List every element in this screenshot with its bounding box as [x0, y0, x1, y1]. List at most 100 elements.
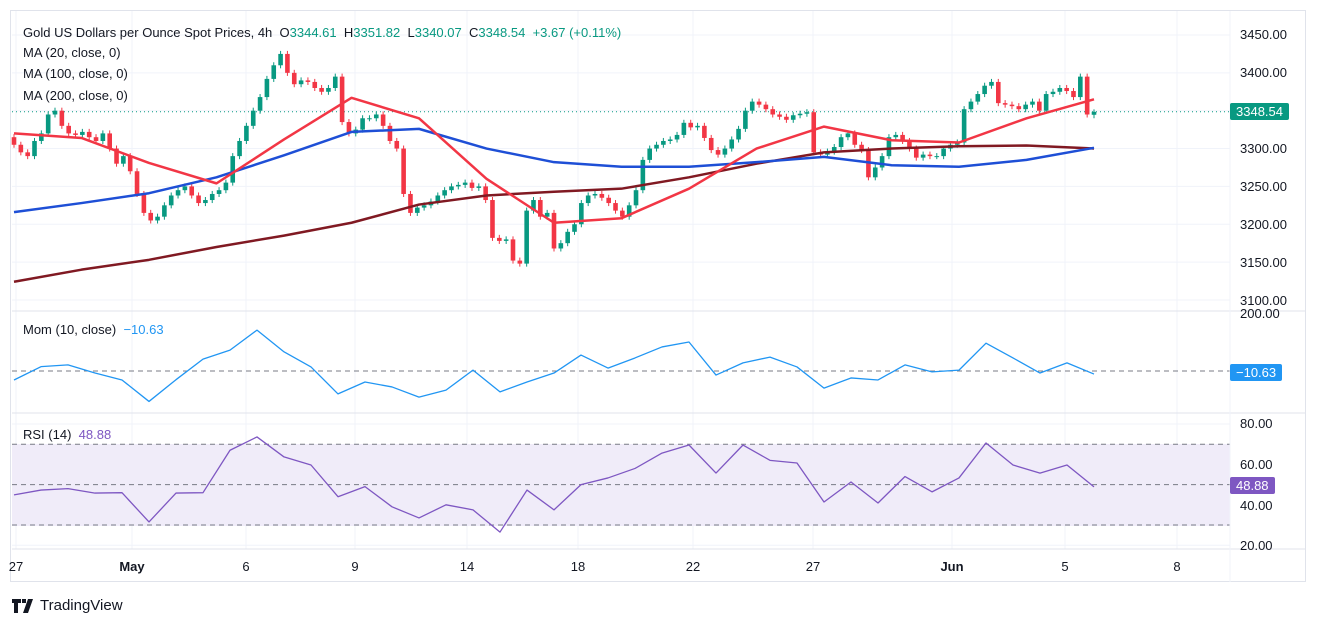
- candles: [11, 50, 1097, 267]
- candle-body: [148, 212, 154, 221]
- candle-body: [859, 144, 864, 151]
- candle-body: [373, 114, 379, 119]
- mom-title: Mom (10, close): [23, 322, 117, 337]
- mom-tick: 200.00: [1240, 306, 1280, 321]
- rsi-tick: 20.00: [1240, 538, 1273, 553]
- candle-body: [80, 131, 85, 135]
- candle-body: [189, 186, 195, 196]
- candle-body: [380, 114, 386, 126]
- candle-body: [285, 53, 290, 73]
- candle-body: [599, 193, 605, 198]
- candle-body: [585, 195, 591, 204]
- candle-body: [695, 125, 700, 128]
- legend-rsi[interactable]: RSI (14) 48.88: [23, 427, 111, 442]
- legend-ma100[interactable]: MA (100, close, 0): [23, 66, 128, 81]
- rsi-value: 48.88: [78, 427, 112, 442]
- candle-body: [264, 78, 270, 98]
- candle-body: [784, 116, 789, 120]
- candle-body: [298, 80, 304, 85]
- candle-body: [968, 101, 974, 110]
- chart-frame: [10, 10, 1306, 582]
- close-value: 3348.54: [478, 25, 526, 40]
- candle-body: [305, 80, 311, 82]
- candle-body: [1050, 91, 1056, 95]
- momentum-line: [13, 329, 1095, 403]
- symbol-title: Gold US Dollars per Ounce Spot Prices, 4…: [23, 25, 273, 40]
- time-tick: 5: [1061, 559, 1069, 574]
- candle-body: [86, 131, 92, 138]
- candle-body: [1084, 76, 1090, 115]
- tradingview-logo[interactable]: TradingView: [12, 597, 123, 614]
- candle-body: [107, 133, 112, 149]
- price-tick: 3400.00: [1240, 65, 1287, 80]
- time-tick: 18: [570, 559, 586, 574]
- candle-body: [93, 137, 99, 141]
- candle-body: [674, 134, 680, 140]
- candle-body: [483, 186, 488, 201]
- candle-body: [572, 224, 577, 232]
- candle-body: [879, 156, 885, 168]
- candle-body: [517, 260, 523, 264]
- legend-ma200[interactable]: MA (200, close, 0): [23, 88, 128, 103]
- candle-body: [462, 182, 468, 185]
- time-tick: Jun: [940, 559, 964, 574]
- candle-body: [961, 109, 967, 143]
- candle-body: [168, 195, 174, 206]
- candle-body: [421, 205, 427, 208]
- rsi-tick: 40.00: [1240, 498, 1273, 513]
- candle-body: [367, 118, 372, 120]
- high-value: 3351.82: [353, 25, 401, 40]
- candle-body: [182, 186, 188, 191]
- candle-body: [490, 200, 495, 238]
- price-tick: 3450.00: [1240, 27, 1287, 42]
- candle-body: [996, 81, 1001, 104]
- candle-body: [1023, 104, 1028, 110]
- candle-body: [435, 195, 441, 202]
- candle-body: [442, 190, 447, 196]
- candle-body: [497, 237, 502, 241]
- candle-body: [73, 133, 78, 135]
- candle-body: [797, 113, 803, 116]
- candle-body: [920, 154, 926, 158]
- candle-body: [332, 76, 338, 88]
- tradingview-logo-icon: [12, 598, 33, 613]
- candle-body: [893, 134, 899, 138]
- candle-body: [237, 140, 242, 157]
- candle-body: [414, 207, 420, 213]
- candle-body: [681, 122, 687, 135]
- candle-body: [927, 154, 933, 157]
- candle-body: [852, 133, 858, 145]
- candle-body: [134, 171, 140, 194]
- candle-body: [982, 85, 987, 95]
- candle-body: [326, 87, 331, 92]
- candle-body: [203, 200, 208, 204]
- candle-body: [975, 94, 981, 102]
- candle-body: [558, 243, 564, 249]
- candle-body: [592, 193, 598, 196]
- candle-body: [743, 110, 748, 129]
- candle-body: [1043, 94, 1049, 111]
- rsi-line: [13, 436, 1095, 533]
- legend-ma20[interactable]: MA (20, close, 0): [23, 45, 121, 60]
- candle-body: [941, 148, 946, 157]
- price-tick: 3250.00: [1240, 179, 1287, 194]
- candle-body: [401, 148, 406, 194]
- candle-body: [531, 200, 536, 211]
- candle-body: [175, 190, 181, 196]
- legend-mom[interactable]: Mom (10, close) −10.63: [23, 322, 164, 337]
- candle-body: [278, 53, 283, 66]
- candle-body: [934, 156, 940, 158]
- price-tick: 3200.00: [1240, 217, 1287, 232]
- candle-body: [196, 195, 201, 204]
- branding-text: TradingView: [40, 597, 123, 614]
- candle-body: [319, 87, 324, 92]
- candle-body: [59, 110, 65, 126]
- candle-body: [667, 139, 673, 141]
- candle-body: [1016, 106, 1022, 110]
- candle-body: [736, 128, 741, 140]
- candle-body: [579, 203, 584, 225]
- candle-body: [339, 76, 345, 123]
- candle-body: [620, 210, 625, 217]
- time-tick: May: [119, 559, 145, 574]
